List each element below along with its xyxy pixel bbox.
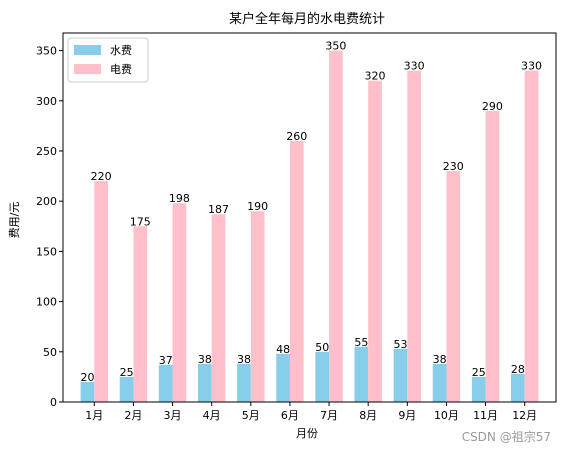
bar-water-10 (432, 363, 447, 402)
x-tick-label: 8月 (359, 409, 377, 422)
bar-water-7 (315, 351, 330, 402)
bar-electric-3 (172, 203, 187, 402)
y-tick-label: 200 (36, 195, 57, 208)
legend-label-water: 水费 (110, 44, 132, 57)
y-tick-label: 150 (36, 245, 57, 258)
y-tick-label: 50 (43, 346, 57, 359)
x-tick-label: 3月 (164, 409, 182, 422)
bar-electric-11 (485, 110, 500, 402)
legend-swatch-electric (74, 64, 101, 74)
bar-label-electric-8: 320 (365, 70, 386, 83)
bar-label-water-6: 48 (276, 343, 290, 356)
bar-label-water-11: 25 (472, 366, 486, 379)
bar-label-electric-1: 220 (91, 170, 112, 183)
bar-electric-8 (368, 80, 382, 402)
bar-label-electric-5: 190 (247, 200, 268, 213)
bar-label-electric-2: 175 (130, 215, 151, 228)
bars-group (80, 50, 539, 402)
x-tick-label: 11月 (473, 409, 498, 422)
y-tick-label: 350 (36, 45, 57, 58)
bar-label-electric-12: 330 (521, 60, 542, 73)
bar-electric-4 (211, 214, 226, 402)
bar-electric-5 (250, 211, 265, 402)
x-axis-label: 月份 (296, 427, 318, 440)
bar-water-4 (197, 363, 212, 402)
bar-label-water-1: 20 (80, 371, 94, 384)
bar-water-11 (471, 376, 486, 402)
bar-electric-2 (133, 226, 148, 402)
bar-electric-9 (407, 70, 422, 402)
x-tick-label: 1月 (85, 409, 103, 422)
bar-labels-group: 20 25 37 38 38 48 50 55 53 38 25 28 220 175 198 187 190 2… (80, 40, 542, 384)
y-ticks-group: 0 50 100 150 200 250 300 350 (36, 45, 63, 409)
x-ticks-group: 1月 2月 3月 4月 5月 6月 7月 8月 9月 10月 11月 12月 (85, 402, 537, 422)
legend-label-electric: 电费 (110, 63, 132, 76)
bar-electric-7 (329, 50, 343, 402)
bar-water-9 (393, 348, 408, 402)
bar-label-water-9: 53 (393, 338, 407, 351)
bar-label-water-7: 50 (315, 341, 329, 354)
bar-label-water-3: 37 (159, 354, 173, 367)
bar-label-water-8: 55 (354, 336, 368, 349)
bar-label-electric-3: 198 (169, 192, 190, 205)
bar-label-electric-9: 330 (404, 60, 425, 73)
bar-label-electric-6: 260 (286, 130, 307, 143)
x-tick-label: 5月 (242, 409, 260, 422)
bar-water-6 (276, 353, 290, 402)
x-tick-label: 6月 (281, 409, 299, 422)
x-tick-label: 2月 (124, 409, 142, 422)
bar-water-5 (237, 363, 251, 402)
bar-electric-12 (524, 70, 539, 402)
bar-label-water-4: 38 (198, 353, 212, 366)
y-tick-label: 100 (36, 296, 57, 309)
bar-label-water-10: 38 (433, 353, 447, 366)
x-tick-label: 7月 (320, 409, 338, 422)
bar-water-12 (511, 373, 525, 402)
bar-water-1 (80, 381, 95, 402)
bar-label-electric-10: 230 (443, 160, 464, 173)
bar-electric-1 (94, 181, 108, 402)
x-tick-label: 10月 (434, 409, 459, 422)
legend-swatch-water (74, 45, 101, 55)
x-tick-label: 4月 (203, 409, 221, 422)
bar-label-electric-7: 350 (325, 40, 346, 53)
y-tick-label: 0 (50, 396, 57, 409)
bar-label-electric-4: 187 (208, 203, 229, 216)
bar-label-water-5: 38 (237, 353, 251, 366)
y-tick-label: 250 (36, 145, 57, 158)
watermark: CSDN @祖宗57 (461, 430, 551, 444)
x-tick-label: 12月 (512, 409, 537, 422)
chart-title: 某户全年每月的水电费统计 (229, 11, 385, 27)
bar-water-3 (158, 364, 173, 402)
y-axis-label: 费用/元 (8, 202, 21, 239)
plot-frame (62, 32, 557, 403)
x-tick-label: 9月 (398, 409, 416, 422)
bar-water-8 (354, 346, 369, 402)
bar-electric-10 (446, 171, 461, 402)
bar-label-water-2: 25 (120, 366, 134, 379)
bar-water-2 (119, 376, 134, 402)
legend-box (67, 37, 149, 83)
bar-electric-6 (289, 140, 304, 402)
bar-label-water-12: 28 (511, 363, 525, 376)
y-tick-label: 300 (36, 95, 57, 108)
bar-label-electric-11: 290 (482, 100, 503, 113)
